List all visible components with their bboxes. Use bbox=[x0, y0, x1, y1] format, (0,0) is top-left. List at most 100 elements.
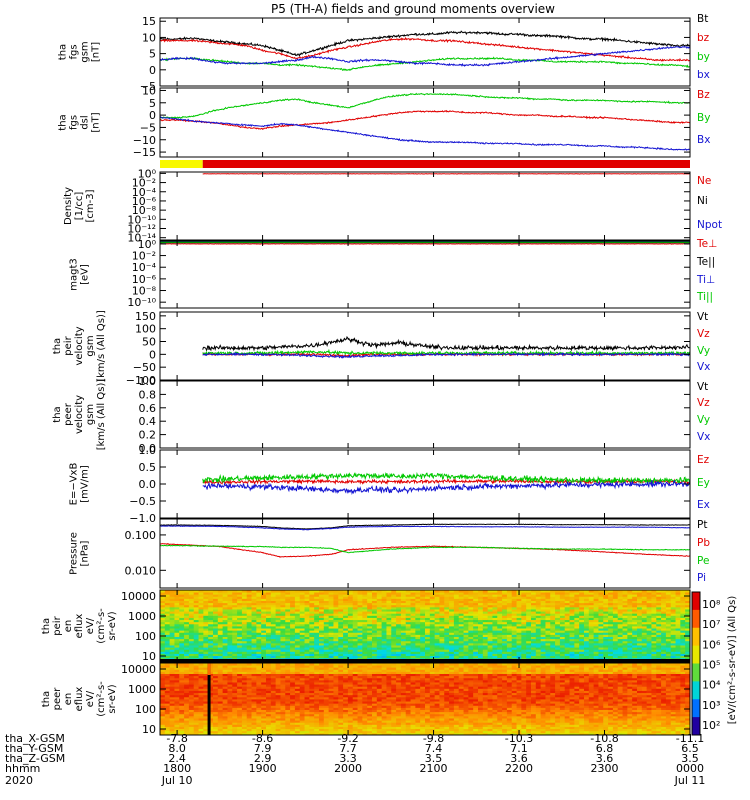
heatmap-cell bbox=[584, 615, 590, 618]
heatmap-cell bbox=[164, 713, 171, 717]
heatmap-cell bbox=[612, 619, 619, 623]
heatmap-cell bbox=[593, 621, 599, 625]
heatmap-cell bbox=[502, 642, 508, 646]
heatmap-cell bbox=[367, 590, 373, 593]
heatmap-cell bbox=[352, 592, 358, 595]
heatmap-cell bbox=[270, 675, 277, 679]
heatmap-cell bbox=[188, 611, 195, 614]
heatmap-cell bbox=[487, 594, 493, 597]
heatmap-cell bbox=[665, 634, 672, 637]
heatmap-cell bbox=[280, 696, 286, 700]
legend-entry-Ex: Ex bbox=[697, 499, 710, 511]
heatmap-cell bbox=[415, 619, 421, 623]
y-tick-label: 100 bbox=[135, 630, 156, 643]
heatmap-cell bbox=[521, 600, 527, 604]
heatmap-cell bbox=[497, 615, 503, 618]
heatmap-cell bbox=[208, 667, 214, 670]
heatmap-cell bbox=[285, 606, 291, 610]
y-tick-label: 10⁻⁸ bbox=[132, 285, 157, 298]
heatmap-cell bbox=[309, 630, 315, 633]
heatmap-cell bbox=[458, 651, 464, 654]
heatmap-cell bbox=[343, 634, 349, 637]
heatmap-cell bbox=[222, 701, 228, 704]
heatmap-cell bbox=[179, 628, 185, 631]
heatmap-cell bbox=[506, 649, 513, 652]
heatmap-cell bbox=[213, 617, 219, 621]
heatmap-cell bbox=[478, 636, 484, 640]
heatmap-cell bbox=[632, 636, 638, 640]
heatmap-cell bbox=[627, 621, 633, 625]
heatmap-cell bbox=[458, 617, 464, 621]
heatmap-cell bbox=[357, 604, 363, 608]
heatmap-cell bbox=[256, 630, 262, 633]
heatmap-cell bbox=[323, 590, 330, 593]
heatmap-cell bbox=[323, 632, 330, 635]
heatmap-cell bbox=[357, 598, 363, 601]
heatmap-cell bbox=[270, 590, 277, 593]
heatmap-cell bbox=[420, 602, 426, 606]
heatmap-cell bbox=[376, 634, 383, 637]
heatmap-cell bbox=[545, 649, 551, 652]
heatmap-cell bbox=[521, 615, 527, 618]
heatmap-cell bbox=[429, 632, 436, 635]
y-axis-label: eV/ bbox=[85, 617, 96, 634]
heatmap-cell bbox=[160, 647, 166, 650]
heatmap-cell bbox=[386, 611, 392, 614]
heatmap-cell bbox=[372, 655, 378, 659]
heatmap-cell bbox=[627, 649, 633, 652]
heatmap-cell bbox=[246, 604, 252, 608]
heatmap-cell bbox=[343, 628, 349, 631]
heatmap-cell bbox=[506, 628, 513, 631]
heatmap-cell bbox=[473, 602, 479, 606]
heatmap-cell bbox=[661, 640, 667, 644]
heatmap-cell bbox=[193, 684, 199, 687]
heatmap-cell bbox=[213, 604, 219, 608]
heatmap-cell bbox=[540, 594, 546, 597]
heatmap-cell bbox=[651, 617, 657, 621]
heatmap-cell bbox=[285, 647, 291, 650]
heatmap-cell bbox=[285, 642, 291, 646]
heatmap-cell bbox=[304, 606, 310, 610]
heatmap-cell bbox=[251, 645, 257, 648]
heatmap-cell bbox=[188, 655, 195, 659]
heatmap-cell bbox=[367, 617, 373, 621]
heatmap-cell bbox=[217, 636, 224, 640]
heatmap-cell bbox=[453, 632, 460, 635]
heatmap-cell bbox=[675, 647, 681, 650]
heatmap-cell bbox=[280, 619, 286, 623]
heatmap-cell bbox=[232, 636, 238, 640]
heatmap-cell bbox=[217, 673, 224, 677]
heatmap-cell bbox=[386, 638, 392, 642]
heatmap-cell bbox=[275, 677, 281, 681]
heatmap-cell bbox=[227, 606, 233, 610]
heatmap-cell bbox=[478, 630, 484, 633]
heatmap-cell bbox=[208, 649, 214, 652]
heatmap-cell bbox=[675, 606, 681, 610]
heatmap-cell bbox=[280, 621, 286, 625]
heatmap-cell bbox=[415, 600, 421, 604]
heatmap-cell bbox=[184, 609, 190, 612]
heatmap-cell bbox=[400, 613, 407, 616]
heatmap-cell bbox=[179, 679, 185, 683]
heatmap-cell bbox=[685, 619, 691, 623]
heatmap-cell bbox=[680, 594, 686, 597]
heatmap-cell bbox=[420, 613, 426, 616]
heatmap-cell bbox=[362, 636, 368, 640]
heatmap-cell bbox=[535, 651, 542, 654]
heatmap-cell bbox=[203, 696, 209, 700]
heatmap-cell bbox=[685, 598, 691, 601]
heatmap-cell bbox=[376, 647, 383, 650]
heatmap-cell bbox=[160, 590, 166, 593]
heatmap-cell bbox=[367, 604, 373, 608]
heatmap-cell bbox=[396, 651, 402, 654]
heatmap-cell bbox=[357, 590, 363, 593]
heatmap-cell bbox=[502, 613, 508, 616]
heatmap-cell bbox=[227, 634, 233, 637]
heatmap-cell bbox=[535, 600, 542, 604]
heatmap-cell bbox=[352, 621, 358, 625]
heatmap-cell bbox=[179, 663, 185, 666]
heatmap-cell bbox=[584, 645, 590, 648]
heatmap-cell bbox=[559, 602, 566, 606]
heatmap-cell bbox=[193, 642, 199, 646]
